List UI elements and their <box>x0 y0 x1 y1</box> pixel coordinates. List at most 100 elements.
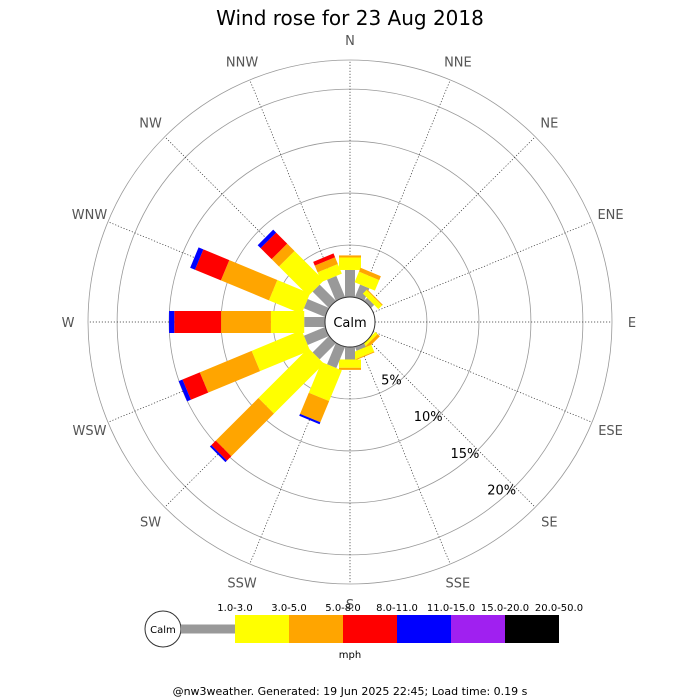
direction-label-wnw: WNW <box>72 208 108 223</box>
bar-wsw <box>178 326 329 402</box>
ring-outer <box>87 59 613 585</box>
legend-swatch-1-0-3-0 <box>181 624 235 634</box>
legend-calm-label: Calm <box>150 625 176 636</box>
legend-label-5-0-8-0: 5.0-8.0 <box>325 603 360 614</box>
ring-label-5: 5% <box>381 373 402 388</box>
footer-credit: @nw3weather. Generated: 19 Jun 2025 22:4… <box>172 685 528 698</box>
segment-wnw-8-0-11-0 <box>194 249 230 281</box>
spoke-ne <box>367 136 536 305</box>
segment-wnw-11-0-15-0 <box>190 247 204 270</box>
segment-nne-3-0-5-0 <box>354 271 380 291</box>
segment-w-3-0-5-0 <box>270 311 305 333</box>
segment-wsw-3-0-5-0 <box>251 330 310 372</box>
segment-wsw-8-0-11-0 <box>182 372 209 400</box>
ring-label-20: 20% <box>487 484 516 499</box>
segment-ssw-5-0-8-0 <box>300 392 330 423</box>
legend-label-1-0-3-0: 1.0-3.0 <box>217 603 252 614</box>
ring-label-15: 15% <box>450 447 479 462</box>
segment-nnw-1-0-3-0 <box>327 275 346 301</box>
segment-nne-5-0-8-0 <box>358 267 381 281</box>
segment-w-8-0-11-0 <box>174 311 222 333</box>
segment-n-1-0-3-0 <box>345 269 355 297</box>
segment-nnw-8-0-11-0 <box>313 253 336 266</box>
ring-labels: 5% 10% 15% 20% <box>381 373 516 498</box>
calm-label: Calm <box>333 316 366 331</box>
legend-swatch-20-0-50-0 <box>505 615 559 643</box>
direction-label-ne: NE <box>540 117 558 132</box>
legend-swatch-8-0-11-0 <box>343 615 397 643</box>
legend-swatch-5-0-8-0 <box>289 615 343 643</box>
direction-label-nnw: NNW <box>226 55 258 70</box>
bar-ne <box>362 289 383 310</box>
spoke-sse <box>359 344 451 565</box>
bar-w <box>169 311 325 333</box>
segment-sse-5-0-8-0 <box>353 351 375 361</box>
bar-nnw <box>313 253 346 301</box>
segment-n-5-0-8-0 <box>339 255 361 258</box>
segment-sw-8-0-11-0 <box>211 440 232 461</box>
legend-label-15-0-20-0: 15.0-20.0 <box>481 603 529 614</box>
bar-nne <box>354 267 381 301</box>
wind-bars <box>169 229 383 463</box>
segment-nw-11-0-15-0 <box>257 229 277 249</box>
direction-label-s: S <box>346 598 354 613</box>
spoke-nne <box>359 79 451 300</box>
direction-label-ese: ESE <box>598 424 623 439</box>
chart-title: Wind rose for 23 Aug 2018 <box>216 6 484 30</box>
segment-wnw-3-0-5-0 <box>268 279 310 314</box>
segment-sw-3-0-5-0 <box>258 348 324 414</box>
direction-label-se: SE <box>541 515 557 530</box>
legend-label-20-0-50-0: 20.0-50.0 <box>535 603 583 614</box>
direction-labels: N NNE NE ENE E ESE SE SSE S SSW SW WSW W WNW NW NNW <box>62 34 637 613</box>
segment-s-3-0-5-0 <box>339 359 361 368</box>
segment-sse-3-0-5-0 <box>350 344 375 360</box>
segment-s-1-0-3-0 <box>345 347 355 360</box>
bar-nw <box>257 229 336 308</box>
segment-nw-3-0-5-0 <box>278 250 324 296</box>
legend-label-3-0-5-0: 3.0-5.0 <box>271 603 306 614</box>
bar-sse <box>350 343 375 361</box>
direction-label-sse: SSE <box>446 577 471 592</box>
segment-sse-1-0-3-0 <box>354 343 366 351</box>
segment-ssw-11-0-15-0 <box>299 413 321 425</box>
legend-swatch-3-0-5-0 <box>235 615 289 643</box>
segment-w-11-0-15-0 <box>169 311 175 333</box>
legend-swatch-15-0-20-0 <box>451 615 505 643</box>
bar-n <box>339 255 361 297</box>
segment-wnw-5-0-8-0 <box>220 260 278 301</box>
spoke-se <box>367 339 536 508</box>
segment-ne-5-0-8-0 <box>366 289 383 306</box>
segment-n-3-0-5-0 <box>339 257 361 270</box>
direction-label-ssw: SSW <box>227 577 257 592</box>
segment-w-1-0-3-0 <box>304 317 325 327</box>
legend-label-8-0-11-0: 8.0-11.0 <box>376 603 418 614</box>
segment-nnw-3-0-5-0 <box>317 263 342 282</box>
direction-label-wsw: WSW <box>72 424 106 439</box>
segment-nne-1-0-3-0 <box>354 284 370 301</box>
segment-wnw-1-0-3-0 <box>303 299 329 318</box>
segment-ne-1-0-3-0 <box>364 297 375 308</box>
spoke-ese <box>372 331 593 423</box>
segment-nw-5-0-8-0 <box>271 243 295 267</box>
legend-unit: mph <box>339 650 361 661</box>
legend-label-11-0-15-0: 11.0-15.0 <box>427 603 475 614</box>
segment-wsw-11-0-15-0 <box>178 379 191 402</box>
spoke-ene <box>372 221 593 313</box>
segment-nw-1-0-3-0 <box>312 284 336 308</box>
direction-label-nw: NW <box>139 117 162 132</box>
calm-circle: Calm <box>324 296 376 348</box>
segment-s-5-0-8-0 <box>339 367 361 370</box>
segment-wsw-1-0-3-0 <box>303 326 329 345</box>
segment-nw-8-0-11-0 <box>260 232 288 260</box>
segment-sw-11-0-15-0 <box>209 445 227 463</box>
speed-legend: Calm 1.0-3.0 3.0-5.0 5.0-8.0 8.0-11.0 11.0-15… <box>144 603 583 661</box>
segment-sw-5-0-8-0 <box>215 398 274 457</box>
bar-s <box>339 347 361 370</box>
legend-swatch-11-0-15-0 <box>397 615 451 643</box>
bar-sw <box>209 336 336 463</box>
direction-label-n: N <box>345 34 355 49</box>
segment-sw-1-0-3-0 <box>312 336 336 360</box>
segment-ne-3-0-5-0 <box>362 289 383 310</box>
direction-label-sw: SW <box>140 515 161 530</box>
